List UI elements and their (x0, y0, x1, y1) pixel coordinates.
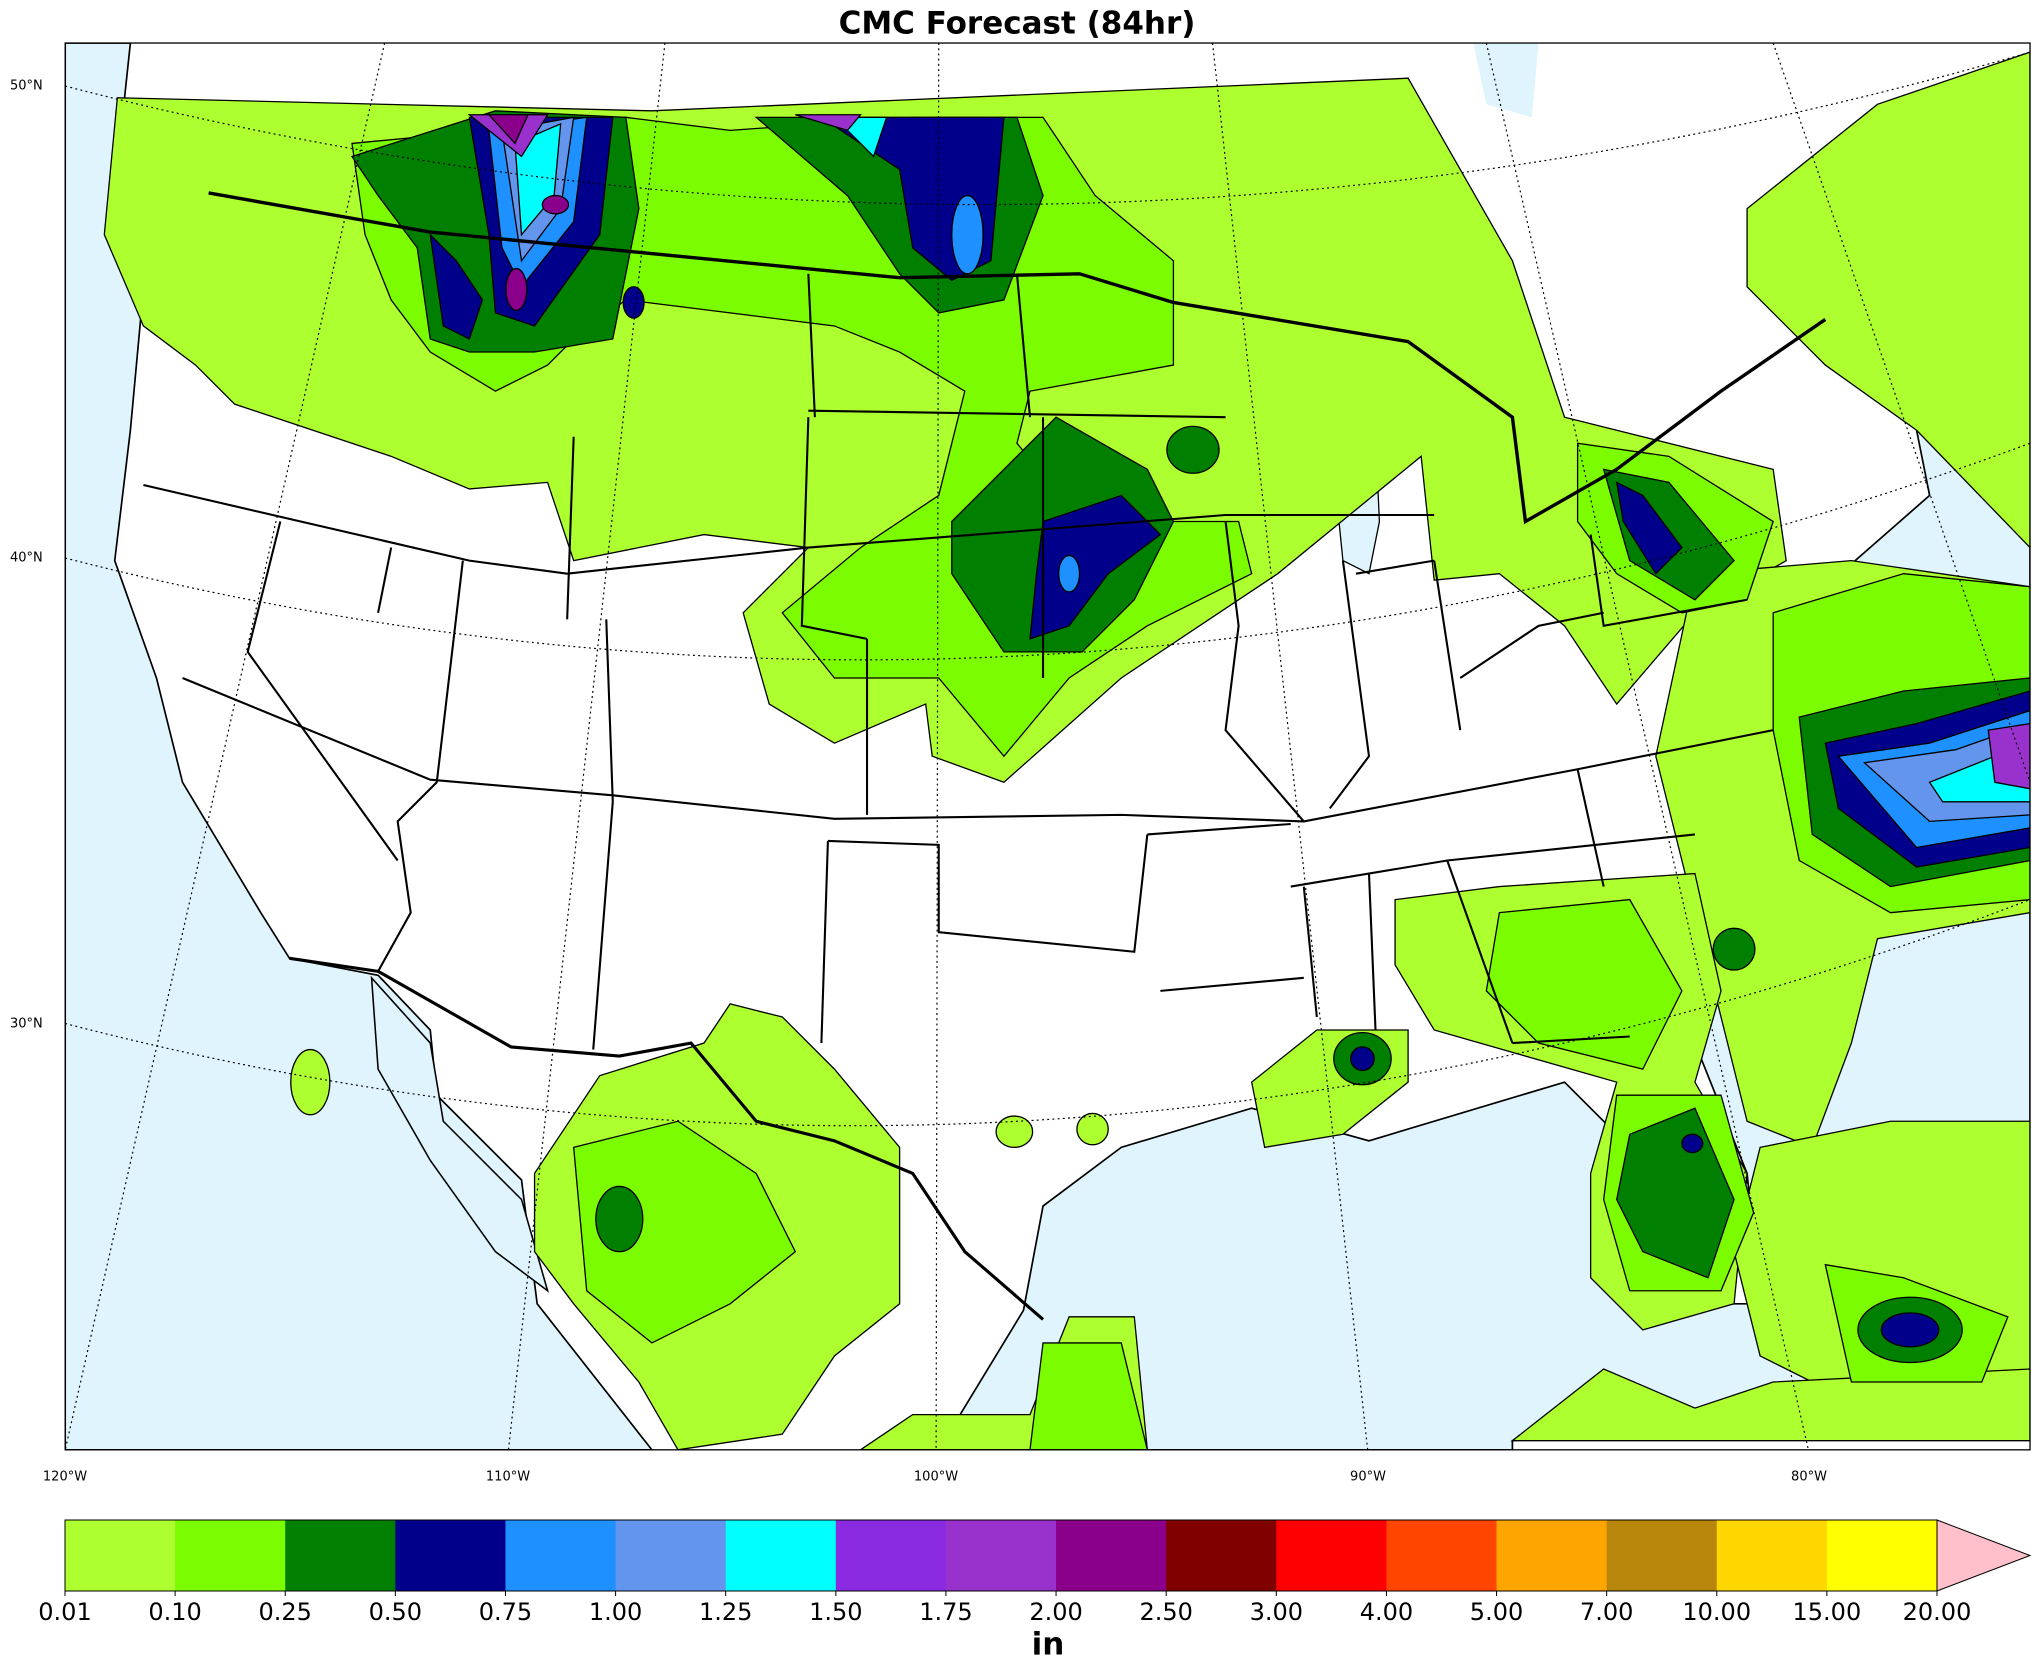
lon-label: 80°W (1791, 1470, 1827, 1485)
colorbar-bin (725, 1520, 837, 1591)
colorbar-bin (175, 1520, 286, 1591)
colorbar-tick-label: 0.01 (38, 1598, 91, 1626)
lon-label: 90°W (1350, 1470, 1386, 1485)
colorbar-extend (1936, 1519, 2032, 1592)
colorbar-tick-label: 0.10 (148, 1598, 201, 1626)
colorbar-bin (615, 1520, 727, 1591)
colorbar-outline (64, 1519, 1938, 1592)
colorbar-tick-label: 4.00 (1360, 1598, 1413, 1626)
lon-label: 120°W (43, 1470, 87, 1485)
colorbar-tick-label: 2.00 (1029, 1598, 1082, 1626)
map-title: CMC Forecast (84hr) (839, 6, 1196, 42)
canada-top (1473, 43, 1539, 118)
colorbar-bin (945, 1520, 1057, 1591)
gulf-of-california (370, 975, 549, 1293)
colorbar-tick-label: 0.25 (259, 1598, 312, 1626)
colorbar-tick-label: 5.00 (1470, 1598, 1523, 1626)
colorbar-tick-label: 3.00 (1250, 1598, 1303, 1626)
colorbar: 0.01 0.10 0.25 0.50 0.75 1.00 1.25 1.50 1.75 2.00… (38, 1519, 2032, 1626)
colorbar-bin (1496, 1520, 1608, 1591)
colorbar-bin (1386, 1520, 1498, 1591)
lat-label: 40°N (10, 551, 43, 566)
colorbar-tick-label: 0.75 (479, 1598, 532, 1626)
lon-labels: 120°W 110°W 100°W 90°W 80°W (43, 1470, 1827, 1485)
colorbar-tick-label: 1.00 (589, 1598, 642, 1626)
colorbar-tick-label: 20.00 (1903, 1598, 1972, 1626)
lat-label: 50°N (10, 79, 43, 94)
colorbar-tick-label: 0.50 (369, 1598, 422, 1626)
colorbar-tick-label: 2.50 (1139, 1598, 1192, 1626)
colorbar-tick-label: 1.50 (809, 1598, 862, 1626)
colorbar-tick-label: 1.75 (919, 1598, 972, 1626)
colorbar-bin (285, 1520, 396, 1591)
graticule (65, 43, 2031, 1450)
map-area (64, 42, 2031, 1451)
colorbar-bin (1826, 1520, 1938, 1591)
colorbar-bin (1606, 1520, 1718, 1591)
colorbar-bin (1716, 1520, 1828, 1591)
colorbar-bin (1056, 1520, 1167, 1591)
lon-label: 110°W (486, 1470, 530, 1485)
lat-labels: 50°N 40°N 30°N (10, 79, 43, 1032)
map-frame (64, 42, 2031, 1451)
colorbar-tick-label: 10.00 (1682, 1598, 1751, 1626)
colorbar-tick-label: 15.00 (1793, 1598, 1862, 1626)
colorbar-bin (1276, 1520, 1387, 1591)
colorbar-bin (505, 1520, 617, 1591)
colorbar-bin (395, 1520, 506, 1591)
lat-label: 30°N (10, 1017, 43, 1032)
colorbar-bin (1166, 1520, 1277, 1591)
colorbar-bin (65, 1520, 176, 1591)
lon-label: 100°W (914, 1470, 958, 1485)
colorbar-tick-label: 1.25 (699, 1598, 752, 1626)
colorbar-tick-label: 7.00 (1580, 1598, 1633, 1626)
borders (143, 191, 1827, 1321)
precip-shading (103, 51, 2031, 1450)
colorbar-bin (835, 1520, 947, 1591)
colorbar-unit: in (1032, 1627, 1065, 1663)
